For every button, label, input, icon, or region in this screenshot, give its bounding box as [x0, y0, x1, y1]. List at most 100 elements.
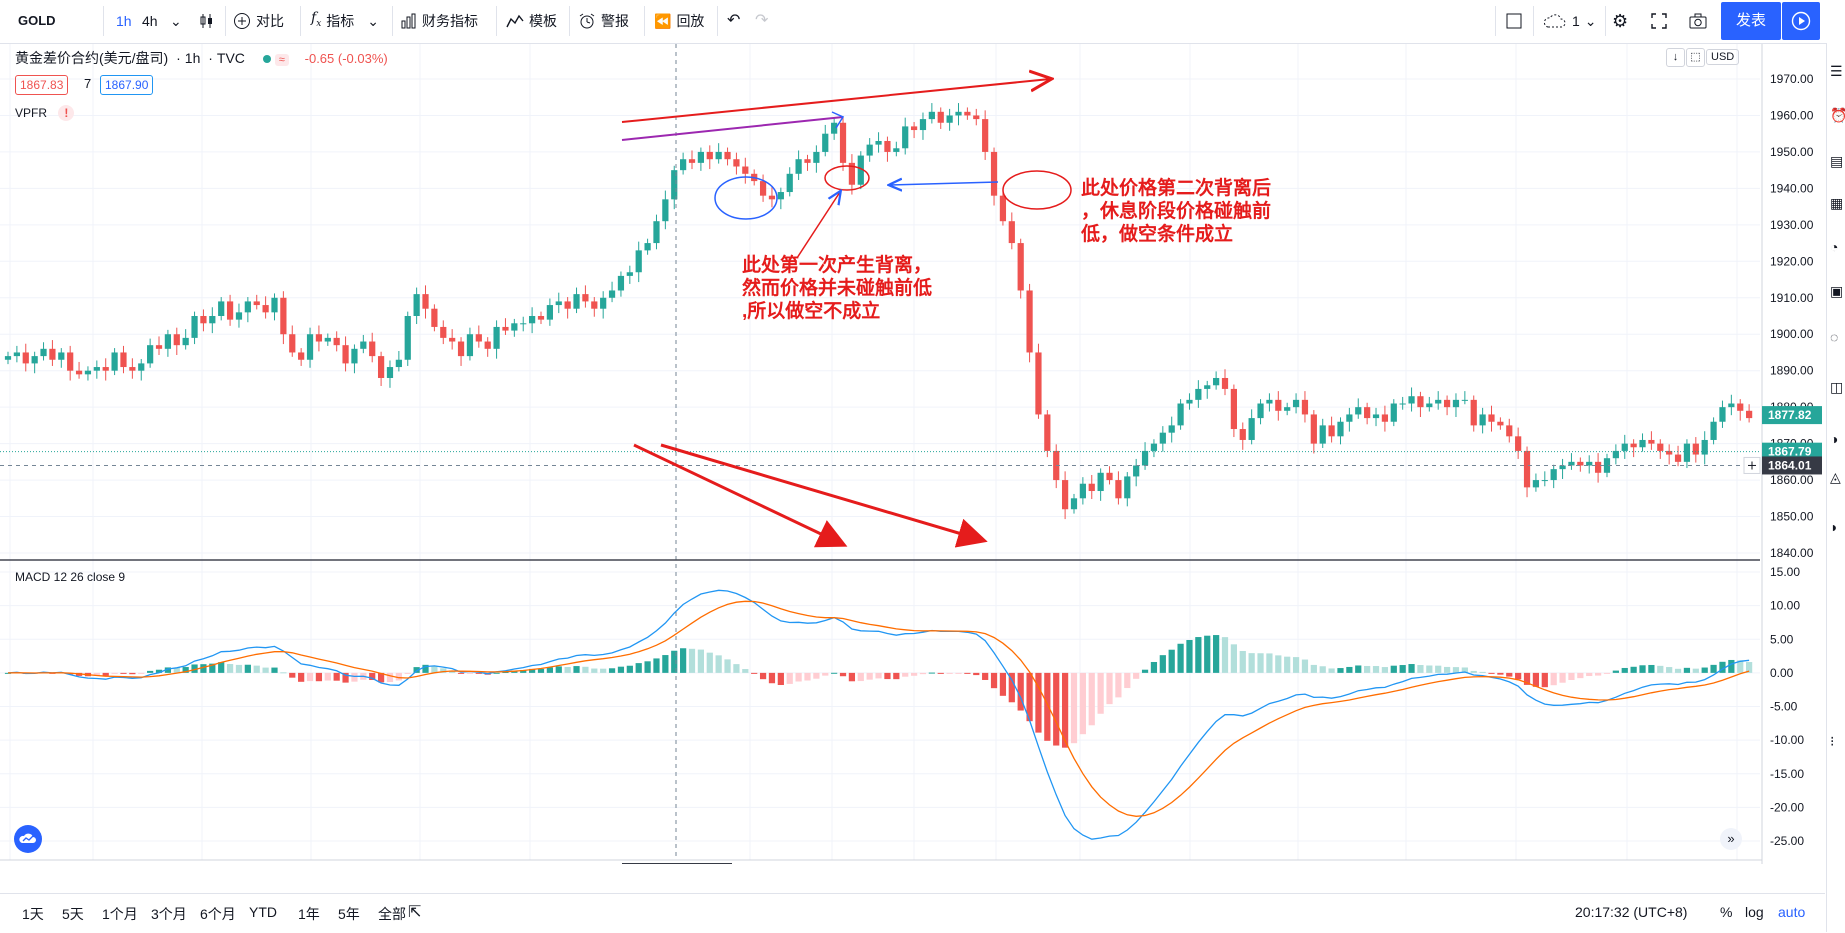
hotlist-icon[interactable]: ◗ — [1830, 519, 1839, 535]
range-button-6[interactable]: 1年 — [298, 906, 320, 922]
goto-date-button[interactable]: ⇱ — [408, 902, 421, 922]
macd-histogram-bar — [1106, 672, 1113, 705]
settings-button[interactable]: ⚙ — [1612, 6, 1628, 36]
templates-label: 模板 — [529, 13, 557, 29]
candle-body — [1079, 483, 1086, 499]
legend-source: TVC — [216, 50, 245, 66]
comments-icon[interactable]: ◫ — [1830, 379, 1844, 395]
candle-body — [226, 301, 234, 320]
calendar-icon[interactable]: ▦ — [1830, 195, 1844, 211]
chat-icon[interactable]: ◌ — [1830, 329, 1839, 345]
interval-dropdown[interactable]: ⌄ — [170, 6, 182, 36]
macd-histogram-bar — [253, 665, 260, 673]
chart-area[interactable]: 1970.00 1960.00 1950.00 1940.00 1930.00 1920.… — [0, 44, 1825, 884]
candle-body — [1204, 385, 1211, 389]
annotation-note-2[interactable]: 此处价格第二次背离后 ，休息阶段价格碰触前 低，做空条件成立 — [1081, 177, 1271, 246]
candle-body — [1026, 290, 1033, 353]
compare-button[interactable]: 对比 — [233, 6, 284, 36]
macd-histogram-bar — [422, 664, 429, 673]
scroll-to-realtime-button[interactable]: » — [1720, 828, 1742, 850]
macd-divergence-arrow-1 — [633, 443, 848, 548]
cloud-save-button[interactable]: 1 ⌄ — [1543, 6, 1597, 36]
candle-body — [688, 159, 696, 163]
macd-histogram-bar — [910, 672, 918, 676]
notifications-icon[interactable]: ◬ — [1830, 469, 1841, 485]
alerts-icon[interactable]: ⏰ — [1830, 107, 1845, 123]
ask-price[interactable]: 1867.90 — [100, 75, 154, 95]
macd-histogram-bar — [813, 672, 820, 679]
candle-body — [822, 133, 829, 152]
maximize-pane-button[interactable]: ⬚ — [1686, 48, 1705, 67]
news-icon[interactable]: ▣ — [1830, 283, 1844, 299]
macd-histogram-bar — [1568, 672, 1575, 681]
range-button-0[interactable]: 1天 — [22, 906, 44, 922]
play-circle-icon — [1791, 11, 1811, 31]
annotation-note-1[interactable]: 此处第一次产生背离， 然而价格并未碰触前低 ,所以做空不成立 — [742, 254, 932, 323]
symbol-search[interactable]: GOLD — [18, 6, 56, 36]
range-button-8[interactable]: 全部 — [378, 906, 406, 922]
arrow-down-icon: ↓ — [1672, 51, 1679, 63]
macd-histogram-bar — [1328, 668, 1335, 673]
range-button-5[interactable]: YTD — [249, 904, 277, 920]
candle-body — [1364, 407, 1371, 419]
undo-icon: ↶ — [727, 12, 741, 29]
price-axis-label: 1910.00 — [1770, 291, 1814, 305]
candle-body — [537, 316, 545, 320]
price-change: -0.65 (-0.03%) — [304, 51, 388, 66]
data-window-icon[interactable]: ▤ — [1830, 153, 1844, 169]
candle-body — [138, 363, 145, 371]
blue-arrow-left — [890, 182, 999, 185]
help-icon[interactable]: ⁝ — [1830, 733, 1835, 749]
macd-histogram-bar — [973, 672, 980, 676]
chart-type-button[interactable] — [198, 6, 216, 36]
bid-price[interactable]: 1867.83 — [15, 75, 69, 95]
range-button-4[interactable]: 6个月 — [200, 906, 236, 922]
macd-histogram-bar — [1621, 667, 1628, 673]
indicators-button[interactable]: fx 指标 ⌄ — [311, 6, 379, 36]
clock[interactable]: 20:17:32 (UTC+8) — [1575, 904, 1688, 920]
range-button-2[interactable]: 1个月 — [102, 906, 138, 922]
templates-button[interactable]: 模板 — [506, 6, 557, 36]
layout-button[interactable] — [1505, 6, 1523, 36]
redo-button[interactable]: ↷ — [755, 6, 768, 36]
macd-axis-label: -10.00 — [1770, 733, 1804, 747]
candle-body — [733, 159, 740, 167]
ideas-icon[interactable]: ◔ — [1830, 239, 1839, 255]
streams-icon[interactable]: ◑ — [1830, 431, 1839, 447]
replay-button[interactable]: ⏪ 回放 — [654, 6, 704, 36]
range-button-3[interactable]: 3个月 — [151, 906, 187, 922]
candle-body — [298, 352, 305, 360]
live-stream-button[interactable] — [1782, 2, 1820, 40]
snapshot-button[interactable] — [1688, 6, 1708, 36]
tradingview-logo[interactable] — [14, 825, 42, 853]
currency-label[interactable]: USD — [1706, 49, 1740, 65]
candle-body — [306, 334, 314, 360]
compare-label: 对比 — [256, 13, 284, 29]
fullscreen-button[interactable] — [1650, 6, 1668, 36]
macd-histogram-bar — [1710, 664, 1717, 673]
candle-body — [31, 356, 38, 364]
range-button-1[interactable]: 5天 — [62, 906, 84, 922]
alert-button[interactable]: 警报 — [578, 6, 629, 36]
interval-1h-button[interactable]: 1h — [116, 6, 132, 36]
candle-body — [1115, 480, 1122, 499]
log-toggle[interactable]: log — [1745, 904, 1764, 920]
candle-body — [1284, 407, 1291, 411]
range-button-7[interactable]: 5年 — [338, 906, 360, 922]
financials-button[interactable]: 财务指标 — [401, 6, 478, 36]
warning-icon[interactable]: ! — [58, 105, 75, 121]
interval-4h-button[interactable]: 4h — [142, 6, 158, 36]
undo-button[interactable]: ↶ — [727, 6, 740, 36]
data-status-icon[interactable]: ≈ — [274, 54, 289, 66]
percent-toggle[interactable]: % — [1720, 904, 1733, 920]
auto-toggle[interactable]: auto — [1778, 904, 1806, 920]
candle-body — [1337, 421, 1344, 437]
watchlist-icon[interactable]: ☰ — [1830, 63, 1843, 79]
candle-body — [1177, 403, 1184, 426]
scale-down-button[interactable]: ↓ — [1666, 48, 1685, 67]
macd-histogram-bar — [1292, 657, 1300, 673]
publish-button[interactable]: 发表 — [1721, 2, 1781, 40]
macd-histogram-bar — [902, 672, 909, 677]
chart-canvas[interactable]: 1970.00 1960.00 1950.00 1940.00 1930.00 1920.… — [0, 44, 1825, 884]
macd-histogram-bar — [475, 672, 482, 674]
